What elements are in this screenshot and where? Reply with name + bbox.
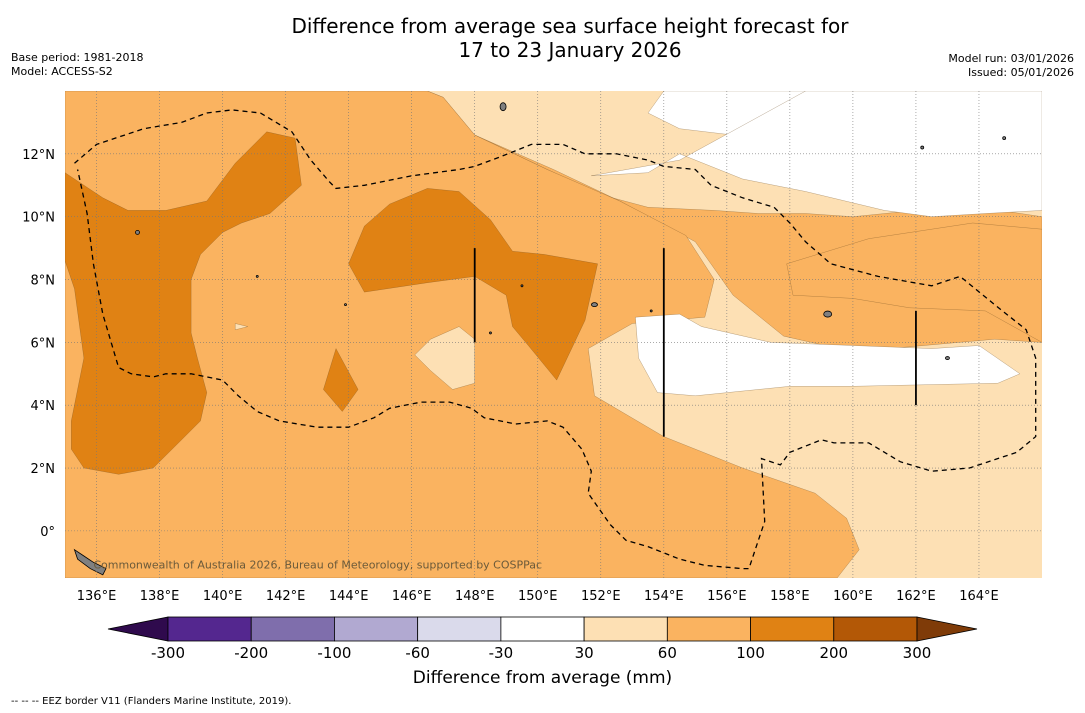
colorbar-swatch-3 bbox=[334, 616, 419, 642]
colorbar-extend-low bbox=[107, 616, 169, 642]
colorbar-swatch-5 bbox=[500, 616, 585, 642]
island-4 bbox=[591, 302, 598, 308]
plot-area: Commonwealth of Australia 2026, Bureau o… bbox=[65, 91, 1042, 578]
model-info: Base period: 1981-2018 Model: ACCESS-S2 bbox=[11, 51, 143, 79]
x-tick-label-164: 164°E bbox=[959, 589, 999, 604]
y-tick-label-0: 0° bbox=[40, 525, 55, 540]
y-tick-label-12: 12°N bbox=[22, 148, 55, 163]
run-info: Model run: 03/01/2026 Issued: 05/01/2026 bbox=[948, 52, 1074, 80]
anomaly-region-low-anomaly-east bbox=[635, 313, 1021, 397]
colorbar-tick-5: -30 bbox=[489, 644, 514, 662]
colorbar-tick-8: 100 bbox=[736, 644, 765, 662]
colorbar-tick-7: 60 bbox=[658, 644, 677, 662]
anomaly-region-mid-anomaly-patch bbox=[323, 348, 359, 412]
title-line-1: Difference from average sea surface heig… bbox=[291, 14, 849, 38]
eez-border-1 bbox=[74, 109, 1037, 570]
island-6 bbox=[920, 145, 925, 150]
x-tick-label-154: 154°E bbox=[644, 589, 684, 604]
y-tick-label-8: 8°N bbox=[31, 274, 56, 289]
colorbar-swatch-8 bbox=[750, 616, 835, 642]
colorbar-swatch-7 bbox=[666, 616, 751, 642]
anomaly-region-pale-patch-small bbox=[235, 323, 248, 331]
x-tick-label-142: 142°E bbox=[266, 589, 306, 604]
island-11 bbox=[344, 303, 347, 307]
island-8 bbox=[945, 356, 950, 360]
y-tick-label-10: 10°N bbox=[22, 211, 55, 226]
colorbar-swatch-6 bbox=[583, 616, 668, 642]
x-tick-label-152: 152°E bbox=[581, 589, 621, 604]
island-new-guinea-coast bbox=[73, 548, 107, 576]
x-tick-label-140: 140°E bbox=[203, 589, 243, 604]
y-tick-label-2: 2°N bbox=[31, 462, 56, 477]
colorbar-title: Difference from average (mm) bbox=[412, 668, 673, 688]
x-tick-label-144: 144°E bbox=[329, 589, 369, 604]
colorbar-tick-2: -200 bbox=[234, 644, 268, 662]
island-9 bbox=[649, 309, 653, 313]
x-tick-label-148: 148°E bbox=[455, 589, 495, 604]
base-period: Base period: 1981-2018 bbox=[11, 51, 144, 64]
x-tick-label-160: 160°E bbox=[833, 589, 873, 604]
y-tick-label-4: 4°N bbox=[31, 399, 56, 414]
colorbar-swatch-4 bbox=[417, 616, 502, 642]
watermark-text: Commonwealth of Australia 2026, Bureau o… bbox=[93, 559, 542, 572]
colorbar-tick-9: 200 bbox=[819, 644, 848, 662]
title-line-2: 17 to 23 January 2026 bbox=[458, 38, 682, 62]
island-12 bbox=[255, 274, 259, 278]
issued-date: Issued: 05/01/2026 bbox=[967, 66, 1074, 79]
anomaly-region-low-anomaly-northeast bbox=[591, 91, 1042, 217]
colorbar-tick-1: -300 bbox=[151, 644, 185, 662]
x-tick-label-136: 136°E bbox=[77, 589, 117, 604]
x-tick-label-150: 150°E bbox=[518, 589, 558, 604]
colorbar-extend-high bbox=[916, 616, 978, 642]
colorbar-tick-4: -60 bbox=[405, 644, 430, 662]
anomaly-region-mid-anomaly-central bbox=[348, 188, 598, 381]
footnote: -- -- -- EEZ border V11 (Flanders Marine… bbox=[11, 696, 292, 707]
island-7 bbox=[1002, 136, 1007, 141]
island-10 bbox=[489, 331, 492, 335]
island-5 bbox=[520, 284, 524, 288]
x-tick-label-162: 162°E bbox=[896, 589, 936, 604]
colorbar-swatch-1 bbox=[167, 616, 252, 642]
x-tick-label-158: 158°E bbox=[770, 589, 810, 604]
island-3 bbox=[823, 310, 833, 318]
colorbar-tick-3: -100 bbox=[317, 644, 351, 662]
colorbar-tick-6: 30 bbox=[575, 644, 594, 662]
island-1 bbox=[499, 102, 507, 112]
model-run: Model run: 03/01/2026 bbox=[948, 52, 1074, 65]
x-tick-label-138: 138°E bbox=[140, 589, 180, 604]
colorbar-swatch-9 bbox=[833, 616, 918, 642]
model-name: Model: ACCESS-S2 bbox=[11, 65, 113, 78]
x-tick-label-156: 156°E bbox=[707, 589, 747, 604]
colorbar-swatch-2 bbox=[250, 616, 335, 642]
anomaly-region-mid-anomaly-southwest bbox=[65, 131, 302, 475]
island-2 bbox=[135, 229, 140, 235]
x-tick-label-146: 146°E bbox=[392, 589, 432, 604]
anomaly-region-pale-patch bbox=[414, 326, 475, 390]
y-tick-label-6: 6°N bbox=[31, 336, 56, 351]
colorbar-tick-10: 300 bbox=[903, 644, 932, 662]
chart-title: Difference from average sea surface heig… bbox=[0, 14, 1085, 62]
